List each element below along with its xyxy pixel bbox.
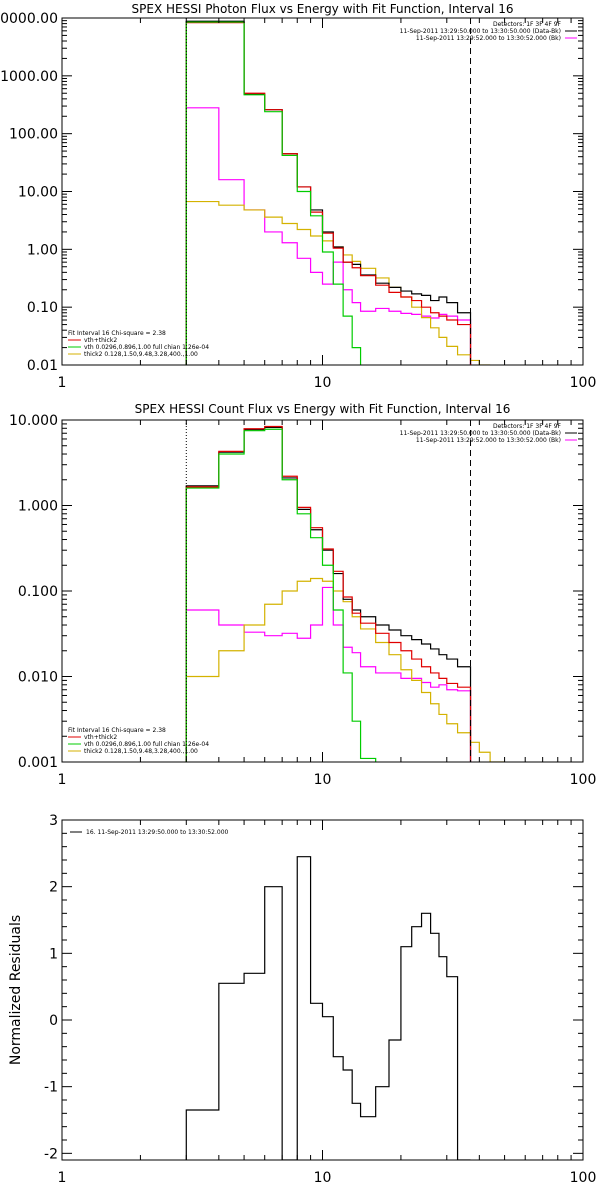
- y-tick-label: -2: [44, 1146, 58, 1162]
- legend-top-right-text: 11-Sep-2011 13:29:50.000 to 13:30:50.000…: [400, 28, 561, 35]
- series-4-histogram: [185, 428, 377, 762]
- y-tick-label: 10.000: [9, 413, 58, 429]
- legend-bottom-left-text: thick2 0.128,1.50,9.48,3.28,400.,1.00: [84, 748, 198, 755]
- legend-top-right-text: 11-Sep-2011 13:29:52.000 to 13:30:52.000…: [416, 437, 561, 444]
- legend-bottom-left-text: vth+thick2: [84, 734, 117, 741]
- y-tick-label: 0.100: [18, 584, 58, 600]
- y-tick-label: 3: [49, 813, 58, 829]
- y-tick-label: 1: [49, 946, 58, 962]
- series-3-histogram: [185, 22, 472, 365]
- x-tick-label: 100: [570, 375, 597, 391]
- y-tick-label: 0.001: [18, 755, 58, 771]
- series-4-histogram: [185, 21, 362, 365]
- x-tick-label: 1: [58, 772, 67, 788]
- panel-count-flux: SPEX HESSI Count Flux vs Energy with Fit…: [9, 402, 596, 788]
- plot-frame: [61, 17, 584, 366]
- y-tick-label: 1.00: [27, 242, 58, 258]
- y-tick-label: 2: [49, 880, 58, 896]
- x-tick-label: 10: [314, 375, 332, 391]
- series-group: [185, 856, 471, 1160]
- series-group: [185, 20, 491, 365]
- legend-top-right-text: Detectors: 1F 3F 4F 9F: [493, 21, 562, 28]
- series-group: [185, 425, 505, 762]
- series-1-histogram: [185, 200, 491, 365]
- x-tick-label: 1: [58, 375, 67, 391]
- y-tick-label: 0.10: [27, 300, 58, 316]
- y-tick-label: 10.00: [18, 185, 58, 201]
- panel-residuals: Normalized Residuals 1 10 100 -2 -1 0 1 2 3 16. 11…: [8, 813, 596, 1186]
- y-tick-label: 0: [49, 1013, 58, 1029]
- x-tick-label: 100: [570, 1170, 597, 1186]
- legend-bottom-left-text: thick2 0.128,1.50,9.48,3.28,400.,1.00: [84, 351, 198, 358]
- series-0-histogram: [185, 586, 472, 762]
- y-tick-label: 100.00: [9, 127, 58, 143]
- y-tick-label: 0.010: [18, 670, 58, 686]
- legend-top-right-text: Detectors: 1F 3F 4F 9F: [493, 423, 562, 430]
- series-1-histogram: [185, 577, 505, 762]
- legend-bottom-left-text: vth 0.0296,0.896,1.00 full chian 1.26e-0…: [84, 344, 209, 351]
- legend-top-right-text: 11-Sep-2011 13:29:50.000 to 13:30:50.000…: [400, 430, 561, 437]
- y-tick-label: 1000.00: [0, 69, 58, 85]
- y-tick-label: 0.01: [27, 358, 58, 374]
- y-tick-label: -1: [44, 1080, 58, 1096]
- chart-title: SPEX HESSI Count Flux vs Energy with Fit…: [135, 402, 511, 416]
- y-axis-label: Normalized Residuals: [8, 915, 24, 1065]
- legend-bottom-left-text: Fit Interval 16 Chi-square = 2.38: [68, 727, 166, 734]
- legend-bottom-left-text: vth 0.0296,0.896,1.00 full chian 1.26e-0…: [84, 741, 209, 748]
- legend-top-left-text: 16. 11-Sep-2011 13:29:50.000 to 13:30:52…: [86, 829, 229, 836]
- series-0-histogram: [185, 107, 472, 365]
- series-0-histogram: [185, 856, 471, 1160]
- x-tick-label: 10: [314, 1170, 332, 1186]
- series-2-histogram: [185, 20, 472, 365]
- legend-bottom-left-text: vth+thick2: [84, 337, 117, 344]
- legend-top-right-text: 11-Sep-2011 13:29:52.000 to 13:30:52.000…: [416, 35, 561, 42]
- series-3-histogram: [185, 425, 472, 762]
- x-tick-label: 1: [58, 1170, 67, 1186]
- x-tick-label: 10: [314, 772, 332, 788]
- y-tick-label: 1.000: [18, 499, 58, 515]
- legend-bottom-left-text: Fit Interval 16 Chi-square = 2.38: [68, 330, 166, 337]
- series-2-histogram: [185, 426, 472, 762]
- chart-title: SPEX HESSI Photon Flux vs Energy with Fi…: [132, 2, 514, 16]
- y-tick-label: 10000.00: [0, 11, 58, 27]
- panel-photon-flux: SPEX HESSI Photon Flux vs Energy with Fi…: [0, 2, 596, 391]
- plot-frame: [61, 819, 584, 1161]
- x-tick-label: 100: [570, 772, 597, 788]
